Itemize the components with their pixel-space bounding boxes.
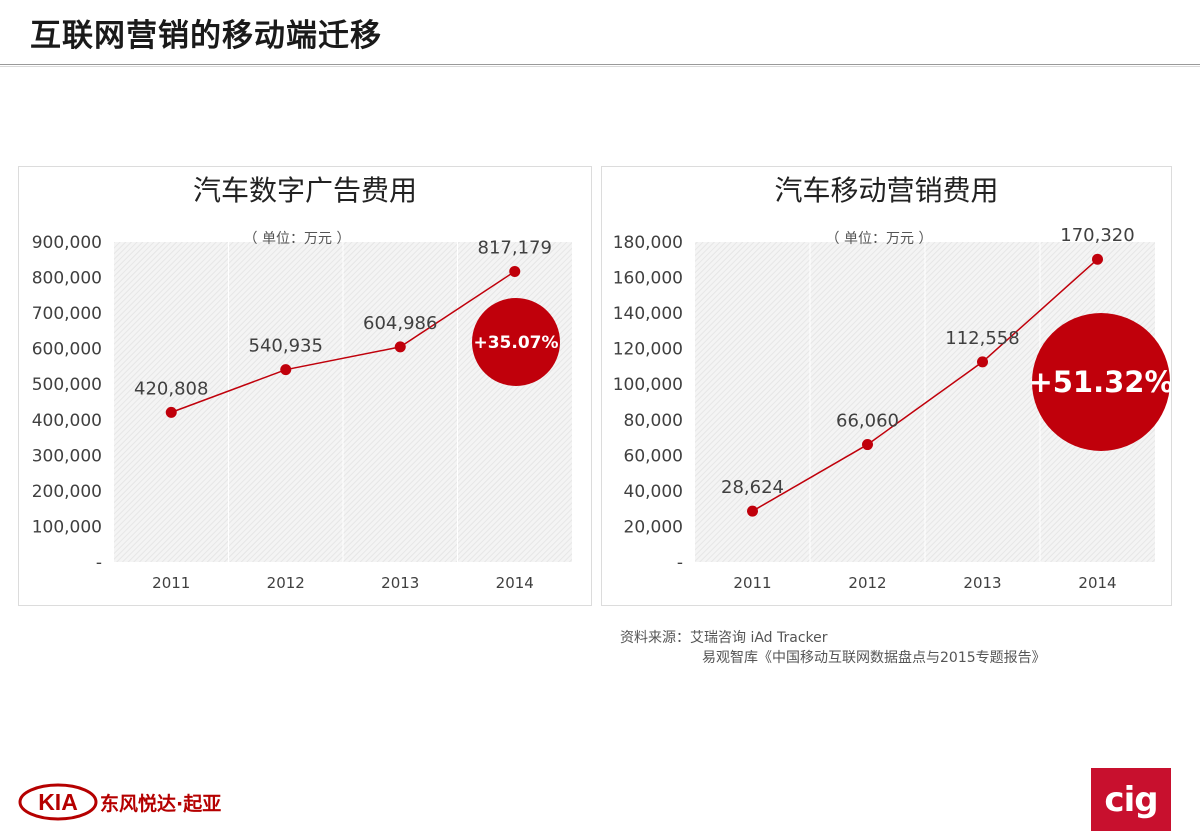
mobile-marketing-chart-panel: 汽车移动营销费用 （ 单位：万元 ） - 20,000 40,000 60,000 80,0…	[601, 166, 1172, 606]
x-tick-label: 2014	[496, 574, 534, 592]
x-tick-label: 2012	[267, 574, 305, 592]
x-tick-label: 2013	[381, 574, 419, 592]
chart-title: 汽车数字广告费用	[193, 174, 417, 207]
y-tick-label: 180,000	[613, 233, 683, 253]
y-tick-label: 500,000	[32, 375, 102, 395]
brand-name: 东风悦达·起亚	[100, 793, 222, 815]
data-point	[280, 364, 292, 376]
x-tick-label: 2013	[963, 574, 1001, 592]
growth-badge-label: +51.32%	[1028, 365, 1171, 399]
data-point	[1092, 253, 1103, 265]
y-tick-label: 40,000	[624, 482, 683, 502]
x-tick-label: 2011	[733, 574, 771, 592]
data-point	[862, 439, 873, 451]
x-tick-label: 2012	[848, 574, 886, 592]
unit-label: （ 单位：万元 ）	[244, 231, 351, 247]
y-tick-label: 60,000	[624, 446, 683, 466]
title-divider	[0, 64, 1200, 65]
data-label: 170,320	[1060, 225, 1134, 246]
digital-ad-chart: 汽车数字广告费用 （ 单位：万元 ） - 100,000 200,000 300,000 4…	[32, 174, 572, 592]
growth-badge-label: +35.07%	[473, 333, 558, 353]
y-tick-label: 20,000	[624, 517, 683, 537]
y-tick-label: 160,000	[613, 269, 683, 289]
source-line-1: 资料来源：艾瑞咨询 iAd Tracker	[620, 630, 828, 646]
series-line	[170, 270, 516, 414]
x-tick-label: 2014	[1078, 574, 1116, 592]
chart-title: 汽车移动营销费用	[774, 174, 998, 207]
page-title: 互联网营销的移动端迁移	[30, 18, 382, 54]
y-tick-label: 140,000	[613, 304, 683, 324]
data-point	[509, 265, 521, 277]
y-tick-label: 100,000	[32, 517, 102, 537]
x-tick-label: 2011	[152, 574, 190, 592]
y-tick-label: 400,000	[32, 411, 102, 431]
data-label: 540,935	[249, 336, 323, 357]
y-tick-label: 900,000	[32, 233, 102, 253]
unit-label: （ 单位：万元 ）	[826, 231, 933, 247]
y-tick-label: 300,000	[32, 446, 102, 466]
svg-text:KIA: KIA	[38, 789, 78, 815]
digital-ad-chart-panel: 汽车数字广告费用 （ 单位：万元 ） - 100,000 200,000 300,000 4…	[18, 166, 592, 606]
kia-logo: KIA	[18, 783, 98, 821]
data-point	[977, 356, 988, 368]
y-tick-label: 800,000	[32, 269, 102, 289]
data-point	[394, 341, 406, 353]
y-tick-label: 120,000	[613, 340, 683, 360]
data-label: 604,986	[363, 313, 437, 334]
y-tick-label: -	[96, 553, 102, 573]
y-tick-label: 700,000	[32, 304, 102, 324]
data-point	[747, 505, 758, 517]
source-note: 资料来源：艾瑞咨询 iAd Tracker 易观智库《中国移动互联网数据盘点与2…	[620, 628, 1046, 668]
data-label: 66,060	[836, 411, 899, 432]
y-tick-label: 100,000	[613, 375, 683, 395]
growth-badge	[1032, 313, 1170, 451]
source-line-2: 易观智库《中国移动互联网数据盘点与2015专题报告》	[702, 650, 1046, 666]
data-label: 112,558	[945, 328, 1019, 349]
y-tick-label: 600,000	[32, 340, 102, 360]
y-tick-label: 200,000	[32, 482, 102, 502]
mobile-marketing-chart: 汽车移动营销费用 （ 单位：万元 ） - 20,000 40,000 60,000 80,0…	[613, 174, 1171, 592]
cig-logo: cig	[1091, 768, 1171, 831]
growth-badge	[472, 298, 560, 386]
title-divider-shadow	[0, 66, 1200, 67]
data-label: 817,179	[478, 237, 552, 258]
y-tick-label: -	[677, 553, 683, 573]
y-tick-label: 80,000	[624, 411, 683, 431]
data-point	[165, 406, 177, 418]
series-line	[752, 258, 1098, 512]
data-label: 420,808	[134, 378, 208, 399]
data-label: 28,624	[721, 477, 784, 498]
